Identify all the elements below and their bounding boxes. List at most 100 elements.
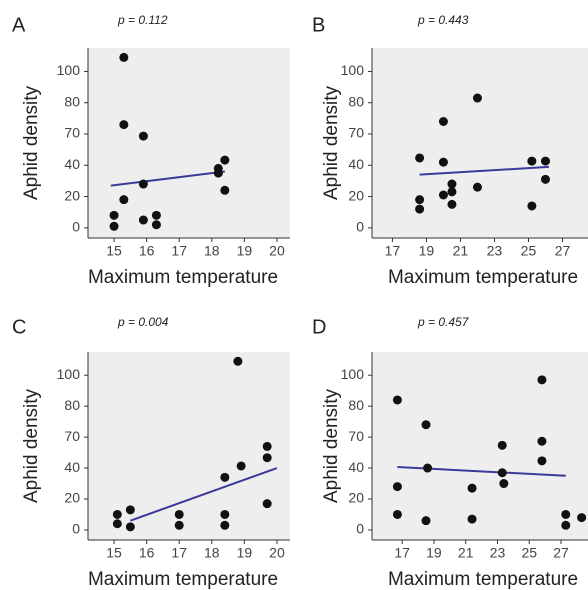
point [537,375,547,385]
annotation-box [88,308,210,348]
x-tick-label: 16 [139,243,155,259]
y-tick-label: 70 [64,428,80,444]
point [438,190,448,200]
y-tick-label: 80 [348,93,364,109]
point [119,195,129,205]
point [262,453,272,463]
point [540,156,550,166]
panel: 0 20 40 70 80 100 17 19 21 23 25 27 Maximum temperat… [312,308,588,590]
point [138,179,148,189]
fit-line [130,467,278,522]
x-tick-label: 25 [521,243,537,259]
panel: 0 20 40 70 80 100 17 19 21 23 25 27 Maximum temperat… [312,6,588,288]
y-tick-label: 100 [57,62,81,78]
plot-background [88,48,290,238]
point [499,479,509,489]
annotation-box [388,308,510,348]
y-tick-label: 20 [64,490,80,506]
x-tick-label: 23 [490,545,506,561]
x-tick-label: 18 [204,545,220,561]
point [540,174,550,184]
y-axis-title: Aphid density [321,85,342,200]
y-tick-label: 40 [348,156,364,172]
annotation-box [388,6,510,46]
y-tick-label: 20 [348,187,364,203]
x-tick-label: 16 [139,545,155,561]
y-tick-label: 70 [64,125,80,141]
point [415,195,425,205]
point [119,120,129,130]
point [125,505,135,515]
point [220,520,230,530]
p-value: p = 0.443 [417,13,469,27]
point [527,201,537,211]
x-axis-title: Maximum temperature [88,569,278,590]
point [174,520,184,530]
y-tick-label: 20 [64,187,80,203]
y-tick-label: 80 [348,397,364,413]
point [421,420,431,430]
point [220,509,230,519]
point [561,509,571,519]
point [438,157,448,167]
plot-background [88,352,290,540]
x-tick-label: 19 [419,243,435,259]
y-tick-label: 100 [57,366,81,382]
x-tick-label: 25 [521,545,537,561]
point [561,520,571,530]
annotation-box [88,6,210,46]
point [467,514,477,524]
x-tick-label: 20 [269,545,285,561]
point [537,436,547,446]
y-tick-label: 0 [356,219,364,235]
y-tick-label: 40 [64,156,80,172]
x-tick-label: 21 [458,545,474,561]
x-tick-label: 27 [553,545,569,561]
y-tick-label: 0 [72,219,80,235]
y-axis-title: Aphid density [321,388,342,503]
point [421,516,431,526]
y-tick-label: 0 [72,521,80,537]
point [447,187,457,197]
x-tick-label: 23 [487,243,503,259]
x-tick-label: 19 [426,545,442,561]
plot-background [372,48,588,238]
point [174,509,184,519]
y-tick-label: 70 [348,428,364,444]
point [497,468,507,478]
point [447,199,457,209]
point [392,509,402,519]
x-tick-label: 19 [237,243,253,259]
point [138,215,148,225]
x-tick-label: 15 [106,243,122,259]
panel-letter: B [312,14,325,36]
point [109,221,119,231]
y-tick-label: 40 [64,459,80,475]
panel: 0 20 40 70 80 100 15 16 17 18 19 20 Maximum temperat… [12,6,290,288]
x-axis-title: Maximum temperature [88,267,278,288]
point [262,441,272,451]
point [577,513,587,523]
point [220,472,230,482]
point [527,156,537,166]
point [415,153,425,163]
point [392,482,402,492]
point [220,185,230,195]
point [220,155,230,165]
point [447,179,457,189]
x-tick-label: 17 [385,243,401,259]
x-tick-label: 20 [269,243,285,259]
point [392,395,402,405]
x-tick-label: 27 [555,243,571,259]
fit-line [110,170,225,187]
x-tick-label: 15 [106,545,122,561]
point [423,463,433,473]
point [151,210,161,220]
point [497,440,507,450]
y-tick-label: 100 [341,366,365,382]
point [472,182,482,192]
point [438,116,448,126]
y-tick-label: 80 [64,397,80,413]
x-tick-label: 21 [453,243,469,259]
